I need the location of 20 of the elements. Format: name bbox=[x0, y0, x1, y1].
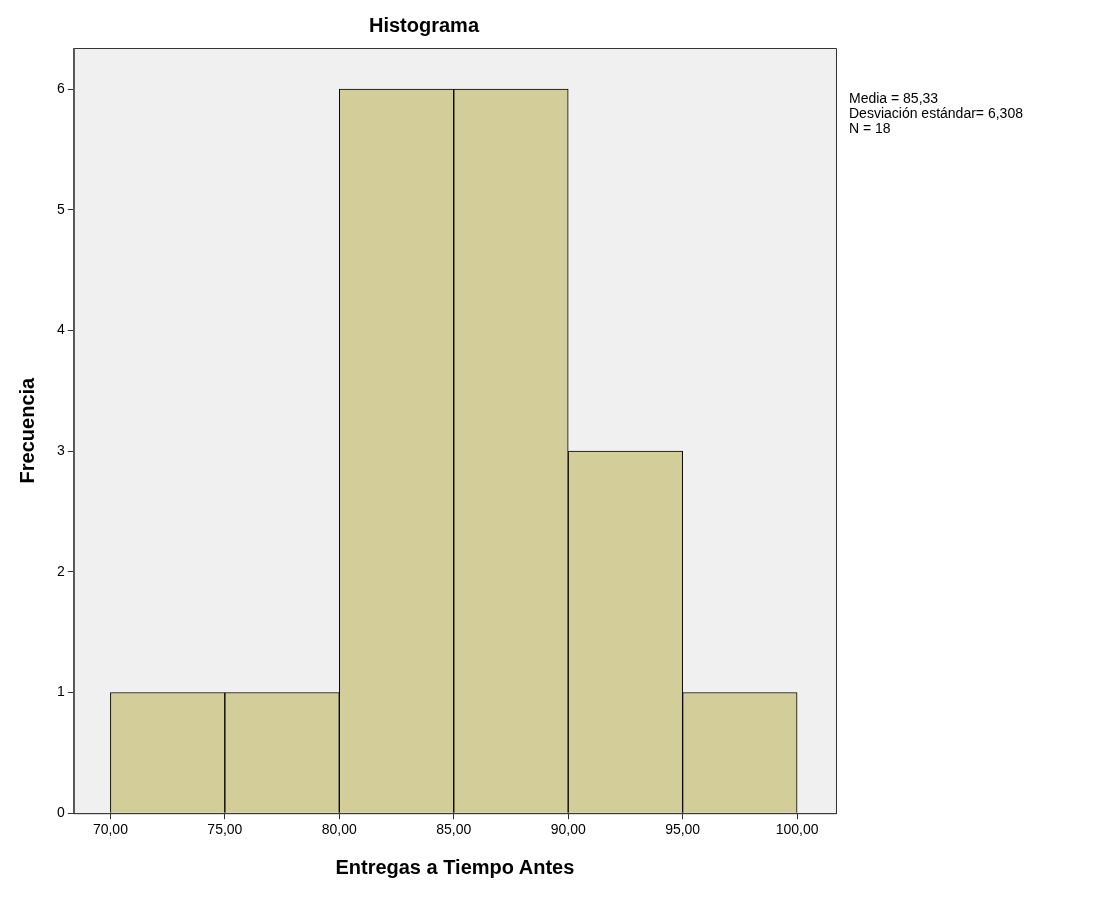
y-tick-label: 6 bbox=[56, 79, 65, 96]
chart-title: Histograma bbox=[368, 13, 480, 36]
x-tick-label: 75,00 bbox=[207, 821, 243, 838]
y-tick-label: 1 bbox=[56, 683, 65, 700]
y-axis-title: Frecuencia bbox=[15, 376, 38, 484]
y-tick-label: 0 bbox=[56, 804, 65, 821]
x-axis-title: Entregas a Tiempo Antes bbox=[335, 855, 575, 878]
x-tick-label: 70,00 bbox=[92, 821, 129, 838]
text: Desviación estándar= 6,308 bbox=[849, 104, 1024, 121]
x-tick-label: 80,00 bbox=[321, 821, 358, 838]
text: N = 18 bbox=[849, 119, 891, 136]
y-tick-label: 4 bbox=[56, 321, 65, 338]
y-tick-label: 3 bbox=[56, 441, 65, 458]
y-tick-label: 2 bbox=[56, 562, 65, 579]
x-tick-label: 95,00 bbox=[665, 821, 701, 838]
x-tick-label: 90,00 bbox=[550, 821, 586, 838]
x-tick-label: 85,00 bbox=[436, 821, 472, 838]
text: Media = 85,33 bbox=[849, 89, 939, 106]
x-tick-label: 100,00 bbox=[775, 821, 819, 838]
y-tick-label: 5 bbox=[56, 200, 65, 217]
